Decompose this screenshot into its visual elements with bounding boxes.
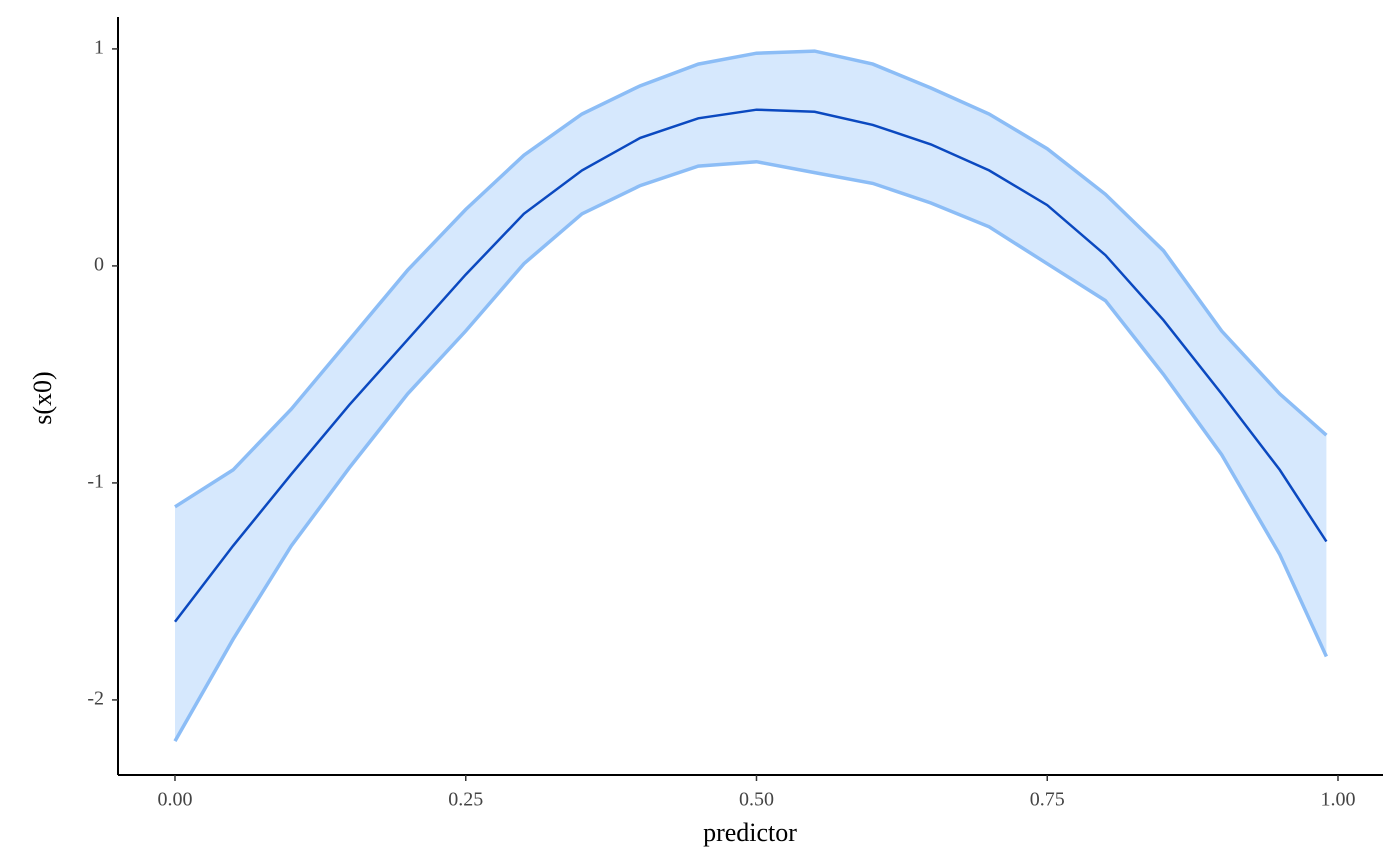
x-tick-label: 1.00 [1320, 789, 1355, 811]
y-axis-title: s(x0) [28, 371, 57, 424]
confidence-band [175, 51, 1327, 742]
y-tick-label: 0 [94, 253, 104, 275]
x-tick-label: 0.50 [739, 789, 774, 811]
x-axis-title: predictor [703, 818, 797, 847]
estimate-line [174, 108, 1328, 623]
upper-bound-line [174, 49, 1328, 509]
x-tick-label: 0.00 [157, 789, 192, 811]
y-tick-label: -1 [87, 471, 104, 493]
x-tick-label: 0.25 [448, 789, 483, 811]
x-tick-label: 0.75 [1030, 789, 1065, 811]
y-tick-label: -2 [87, 688, 104, 710]
lower-bound-line [173, 159, 1328, 742]
y-tick-label: 1 [94, 36, 104, 58]
